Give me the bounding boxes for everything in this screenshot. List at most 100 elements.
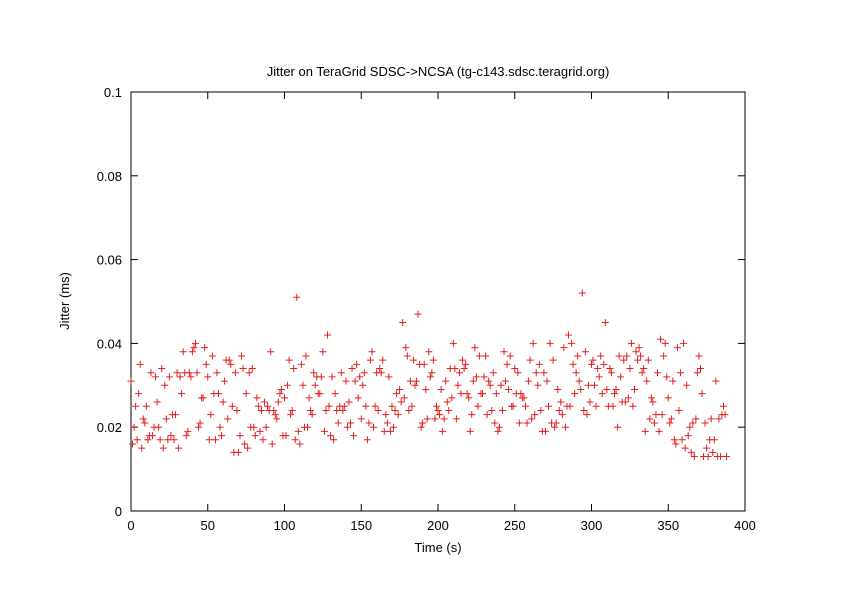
data-point	[431, 415, 439, 423]
data-point	[629, 402, 637, 410]
data-point	[669, 377, 677, 385]
x-tick-label: 400	[734, 518, 756, 533]
data-point	[531, 411, 539, 419]
data-point	[175, 444, 183, 452]
data-point	[328, 373, 336, 381]
data-point	[693, 369, 701, 377]
y-tick-label: 0.1	[104, 85, 122, 100]
data-point	[564, 331, 572, 339]
data-point	[583, 411, 591, 419]
data-point	[322, 406, 330, 414]
data-point	[173, 369, 181, 377]
data-point	[712, 377, 720, 385]
data-point	[580, 406, 588, 414]
data-point	[546, 339, 554, 347]
data-point	[333, 406, 341, 414]
data-point	[380, 427, 388, 435]
data-point	[566, 402, 574, 410]
data-point	[654, 369, 662, 377]
data-point	[646, 415, 654, 423]
data-point	[216, 423, 224, 431]
data-point	[371, 402, 379, 410]
data-point	[509, 402, 517, 410]
data-point	[500, 348, 508, 356]
data-point	[485, 377, 493, 385]
data-point	[422, 385, 430, 393]
plot-frame	[130, 91, 746, 512]
data-point	[308, 411, 316, 419]
data-point	[170, 436, 178, 444]
data-point	[698, 390, 706, 398]
data-point	[359, 381, 367, 389]
data-point	[224, 415, 232, 423]
data-point	[689, 419, 697, 427]
data-point	[575, 377, 583, 385]
data-point	[144, 436, 152, 444]
data-point	[632, 348, 640, 356]
data-point	[634, 356, 642, 364]
data-point	[716, 453, 724, 461]
data-point	[606, 365, 614, 373]
data-point	[537, 406, 545, 414]
data-point	[214, 390, 222, 398]
data-point	[451, 365, 459, 373]
data-point	[623, 352, 631, 360]
data-point	[299, 381, 307, 389]
data-point	[541, 427, 549, 435]
data-point	[164, 436, 172, 444]
data-point	[535, 360, 543, 368]
data-point	[330, 436, 338, 444]
x-axis-label: Time (s)	[414, 540, 461, 555]
data-point	[439, 427, 447, 435]
data-point	[142, 402, 150, 410]
data-point	[459, 356, 467, 364]
data-point	[523, 419, 531, 427]
data-point	[683, 381, 691, 389]
data-point	[264, 402, 272, 410]
data-point	[148, 432, 156, 440]
data-point	[672, 440, 680, 448]
data-point	[133, 436, 141, 444]
data-point	[437, 385, 445, 393]
data-point	[644, 356, 652, 364]
data-point	[127, 377, 135, 385]
data-point	[621, 398, 629, 406]
data-point	[256, 427, 264, 435]
data-point	[147, 369, 155, 377]
data-point	[419, 419, 427, 427]
data-point	[454, 381, 462, 389]
data-point	[611, 390, 619, 398]
y-axis-label: Jitter (ms)	[57, 272, 72, 330]
data-point	[414, 310, 422, 318]
data-point	[417, 423, 425, 431]
data-point	[366, 356, 374, 364]
data-point	[274, 398, 282, 406]
data-point	[627, 339, 635, 347]
data-point	[356, 373, 364, 381]
data-point	[370, 423, 378, 431]
data-point	[161, 381, 169, 389]
data-point	[630, 385, 638, 393]
data-point	[434, 406, 442, 414]
data-point	[465, 394, 473, 402]
data-point	[360, 369, 368, 377]
data-point	[436, 411, 444, 419]
data-point	[723, 453, 731, 461]
data-point	[690, 453, 698, 461]
data-point	[558, 411, 566, 419]
data-point	[408, 402, 416, 410]
data-point	[271, 411, 279, 419]
y-tick-labels: 0 0.02 0.04 0.06 0.08 0.1	[97, 85, 122, 519]
data-point	[202, 360, 210, 368]
data-point	[486, 381, 494, 389]
data-point	[529, 339, 537, 347]
data-point	[138, 444, 146, 452]
data-point	[474, 402, 482, 410]
data-point	[393, 390, 401, 398]
data-point	[572, 369, 580, 377]
data-point	[488, 406, 496, 414]
data-point	[305, 394, 313, 402]
data-point	[304, 423, 312, 431]
data-point	[221, 377, 229, 385]
x-tick-label: 350	[657, 518, 679, 533]
